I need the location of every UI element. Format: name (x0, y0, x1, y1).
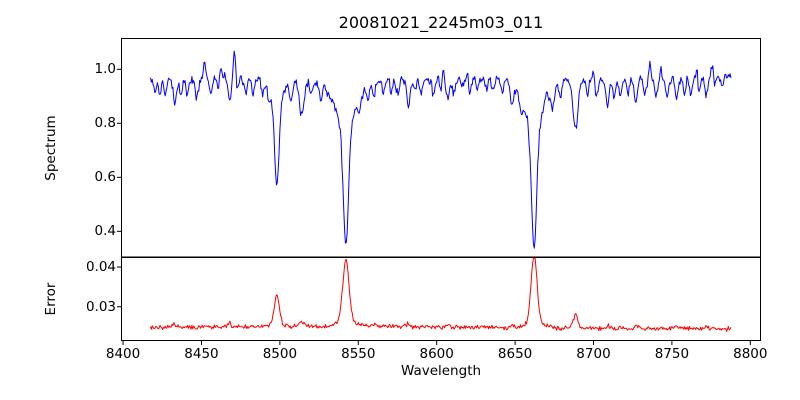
x-tick-label: 8600 (419, 346, 454, 362)
chart-title: 20081021_2245m03_011 (338, 13, 544, 32)
x-tick-label: 8750 (654, 346, 690, 362)
error-y-tick-label: 0.04 (85, 259, 116, 276)
tick-marks (117, 68, 751, 345)
spectrum-y-tick-label: 0.8 (94, 115, 116, 132)
x-tick-label: 8550 (341, 346, 376, 362)
x-tick-label: 8400 (105, 346, 141, 362)
x-axis-label: Wavelength (400, 363, 482, 379)
spectrum-y-axis-label: Spectrum (43, 115, 59, 181)
x-tick-label: 8450 (184, 346, 219, 362)
x-tick-label: 8700 (576, 346, 611, 362)
spectrum-axes-frame (121, 38, 761, 258)
error-y-tick-label: 0.03 (85, 298, 116, 315)
error-line (150, 257, 732, 332)
x-tick-label: 8650 (497, 346, 533, 362)
spectrum-y-tick-label: 1.0 (94, 61, 116, 78)
x-tick-label: 8800 (733, 346, 768, 362)
x-tick-label: 8500 (262, 346, 298, 362)
error-y-axis-label: Error (43, 282, 59, 316)
error-axes-frame (121, 257, 761, 341)
spectrum-line (150, 50, 732, 249)
spectrum-y-tick-label: 0.6 (94, 169, 116, 186)
spectrum-y-tick-label: 0.4 (94, 223, 116, 240)
